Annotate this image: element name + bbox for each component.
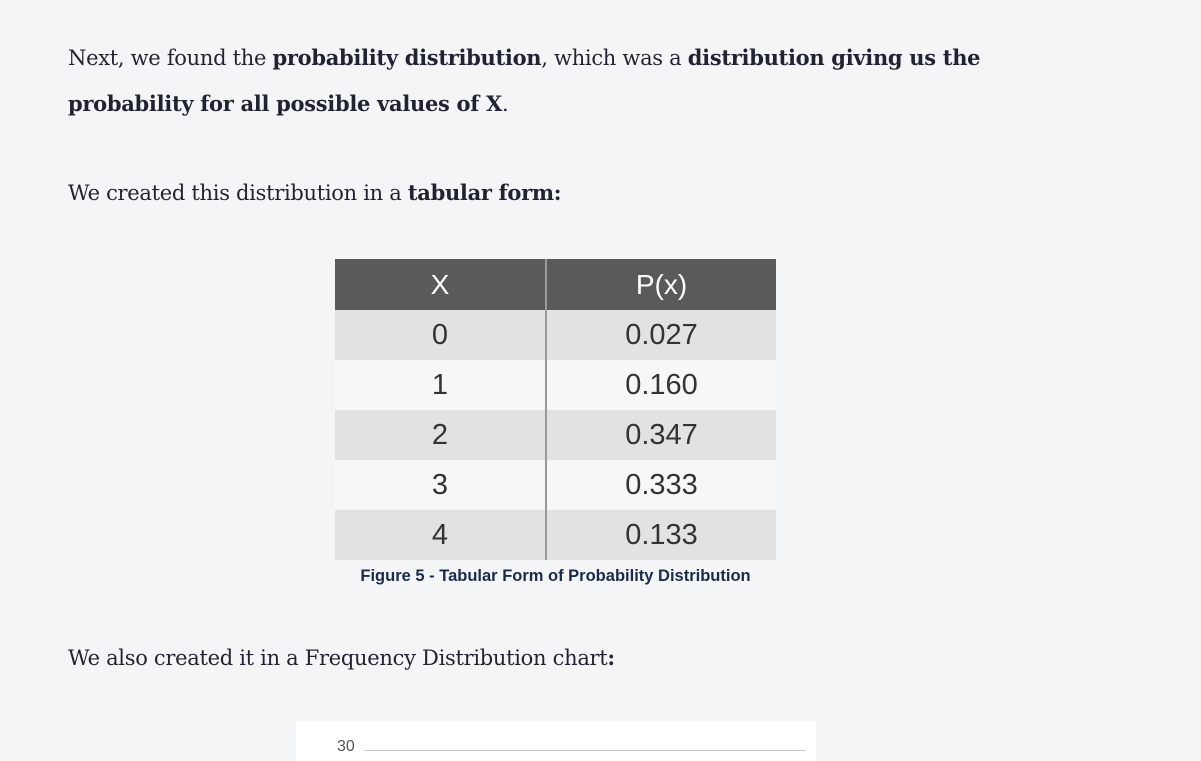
frequency-chart-preview: 30 [296,721,816,761]
cell-x: 1 [335,360,547,410]
text-span: We created this distribution in a [68,181,408,205]
cell-x: 3 [335,460,547,510]
paragraph-frequency-chart: We also created it in a Frequency Distri… [68,635,615,681]
bold-text: : [607,645,615,670]
header-px: P(x) [546,259,776,310]
text-span: Next, we found the [68,46,273,70]
table-row: 2 0.347 [335,410,776,460]
probability-table-figure: X P(x) 0 0.027 1 0.160 2 0.347 3 0.333 4 [335,259,776,560]
cell-px: 0.027 [546,310,776,360]
bold-text: probability distribution [272,45,542,70]
chart-gridline [364,750,806,751]
table-row: 1 0.160 [335,360,776,410]
text-span: We also created it in a Frequency Distri… [68,646,608,670]
cell-px: 0.347 [546,410,776,460]
cell-px: 0.333 [546,460,776,510]
table-row: 4 0.133 [335,510,776,560]
table-row: 3 0.333 [335,460,776,510]
probability-table: X P(x) 0 0.027 1 0.160 2 0.347 3 0.333 4 [335,259,776,560]
chart-y-tick-label: 30 [337,738,355,755]
header-x: X [335,259,547,310]
cell-x: 0 [335,310,547,360]
figure-caption: Figure 5 - Tabular Form of Probability D… [360,567,751,585]
cell-px: 0.133 [546,510,776,560]
text-span: . [502,92,509,116]
bold-text: distribution giving us the probability f… [68,45,981,116]
paragraph-probability-distribution: Next, we found the probability distribut… [68,35,1068,127]
cell-px: 0.160 [546,360,776,410]
bold-text: tabular form: [407,180,562,205]
cell-x: 2 [335,410,547,460]
text-span: , which was a [541,46,688,70]
cell-x: 4 [335,510,547,560]
paragraph-tabular-form: We created this distribution in a tabula… [68,170,562,216]
table-row: 0 0.027 [335,310,776,360]
table-header-row: X P(x) [335,259,776,310]
